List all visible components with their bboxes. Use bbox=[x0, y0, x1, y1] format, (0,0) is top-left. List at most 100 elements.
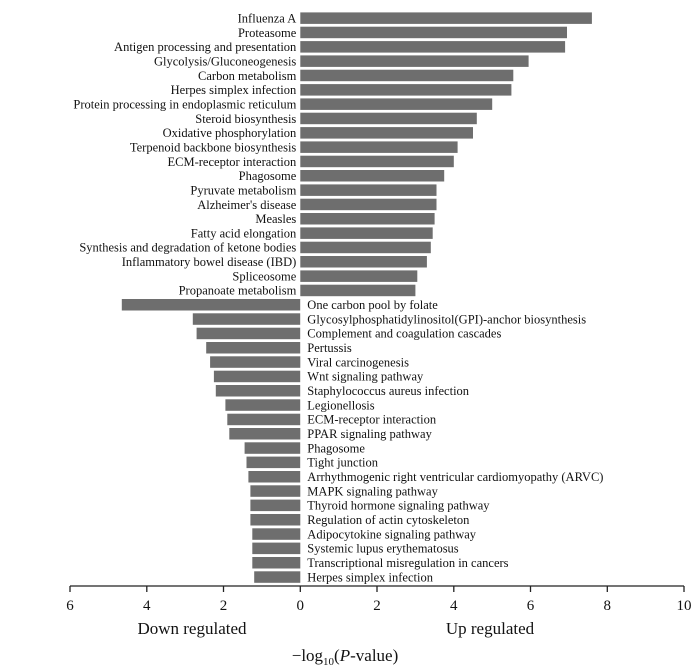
label-down-16: Adipocytokine signaling pathway bbox=[307, 527, 476, 541]
bar-down-6 bbox=[215, 385, 301, 397]
label-up-16: Synthesis and degradation of ketone bodi… bbox=[79, 241, 296, 255]
bar-up-4 bbox=[300, 69, 514, 82]
label-up-5: Herpes simplex infection bbox=[171, 83, 297, 97]
bar-down-1 bbox=[192, 313, 301, 325]
label-up-12: Pyruvate metabolism bbox=[190, 183, 296, 197]
x-tick-label-6: 6 bbox=[527, 598, 535, 614]
x-axis-title-open: ( bbox=[334, 646, 340, 665]
label-up-0: Influenza A bbox=[238, 12, 297, 26]
bar-up-5 bbox=[300, 84, 512, 96]
label-down-7: Legionellosis bbox=[307, 398, 374, 412]
bar-down-16 bbox=[252, 528, 301, 540]
x-axis-title: −log10(P-value) bbox=[292, 646, 399, 668]
bar-up-17 bbox=[300, 256, 427, 268]
x-axis-title-rest: -value) bbox=[350, 646, 398, 665]
bar-down-7 bbox=[225, 399, 301, 411]
label-down-4: Viral carcinogenesis bbox=[307, 355, 409, 369]
bar-down-11 bbox=[246, 456, 301, 469]
label-down-5: Wnt signaling pathway bbox=[307, 370, 424, 384]
bar-up-10 bbox=[300, 155, 454, 168]
bar-down-3 bbox=[206, 342, 301, 354]
bar-up-13 bbox=[300, 198, 437, 211]
label-up-4: Carbon metabolism bbox=[198, 69, 297, 83]
label-down-10: Phagosome bbox=[307, 441, 365, 455]
x-ticks-group: 6 4 2 0 2 4 6 8 10 bbox=[66, 586, 692, 614]
label-down-12: Arrhythmogenic right ventricular cardiom… bbox=[307, 470, 603, 484]
bar-down-17 bbox=[252, 542, 301, 555]
label-up-17: Inflammatory bowel disease (IBD) bbox=[122, 255, 297, 269]
x-tick-label-8: 10 bbox=[677, 598, 692, 614]
bar-up-1 bbox=[300, 26, 567, 39]
label-up-9: Terpenoid backbone biosynthesis bbox=[130, 140, 297, 154]
label-down-6: Staphylococcus aureus infection bbox=[307, 384, 470, 398]
bar-down-8 bbox=[227, 413, 301, 426]
bar-down-19 bbox=[254, 571, 301, 583]
bar-down-2 bbox=[196, 327, 301, 340]
x-axis-title-prefix: −log bbox=[292, 646, 324, 665]
bar-down-9 bbox=[229, 428, 301, 440]
label-down-9: PPAR signaling pathway bbox=[307, 427, 432, 441]
x-axis-title-italic: P bbox=[339, 646, 350, 665]
bar-down-18 bbox=[252, 557, 301, 569]
bar-up-16 bbox=[300, 241, 431, 254]
bars-group bbox=[121, 12, 592, 583]
bar-up-6 bbox=[300, 98, 493, 110]
bar-down-13 bbox=[250, 485, 301, 497]
label-down-1: Glycosylphosphatidylinositol(GPI)-anchor… bbox=[307, 312, 586, 326]
label-up-15: Fatty acid elongation bbox=[191, 226, 297, 240]
label-down-2: Complement and coagulation cascades bbox=[307, 327, 501, 341]
label-up-10: ECM-receptor interaction bbox=[168, 155, 298, 169]
label-up-8: Oxidative phosphorylation bbox=[163, 126, 297, 140]
bar-up-18 bbox=[300, 270, 418, 282]
label-down-0: One carbon pool by folate bbox=[307, 298, 438, 312]
bar-up-3 bbox=[300, 55, 529, 67]
bar-up-12 bbox=[300, 184, 437, 196]
label-up-1: Proteasome bbox=[238, 26, 297, 40]
x-axis-title-subscript: 10 bbox=[323, 656, 335, 668]
label-up-2: Antigen processing and presentation bbox=[114, 40, 297, 54]
label-up-14: Measles bbox=[255, 212, 296, 226]
bar-up-8 bbox=[300, 127, 473, 139]
bar-up-9 bbox=[300, 141, 458, 153]
label-down-18: Transcriptional misregulation in cancers bbox=[307, 556, 508, 570]
x-tick-label-7: 8 bbox=[604, 598, 612, 614]
label-up-7: Steroid biosynthesis bbox=[195, 112, 296, 126]
bar-up-19 bbox=[300, 284, 416, 297]
bar-up-0 bbox=[300, 12, 592, 24]
bar-up-14 bbox=[300, 213, 435, 225]
bar-up-11 bbox=[300, 170, 445, 182]
label-up-6: Protein processing in endoplasmic reticu… bbox=[73, 97, 296, 111]
bar-down-14 bbox=[250, 499, 301, 512]
bar-down-5 bbox=[213, 370, 301, 383]
bar-up-2 bbox=[300, 41, 566, 53]
x-tick-label-0: 6 bbox=[66, 598, 74, 614]
label-down-8: ECM-receptor interaction bbox=[307, 413, 437, 427]
label-down-15: Regulation of actin cytoskeleton bbox=[307, 513, 470, 527]
label-up-18: Spliceosome bbox=[232, 269, 296, 283]
bar-up-7 bbox=[300, 112, 477, 125]
bar-down-10 bbox=[244, 442, 301, 454]
label-down-14: Thyroid hormone signaling pathway bbox=[307, 499, 490, 513]
label-up-11: Phagosome bbox=[239, 169, 297, 183]
label-up-19: Propanoate metabolism bbox=[179, 284, 297, 298]
x-tick-label-2: 2 bbox=[220, 598, 228, 614]
bar-down-15 bbox=[250, 514, 301, 526]
bar-down-0 bbox=[121, 299, 301, 311]
x-tick-label-1: 4 bbox=[143, 598, 151, 614]
up-regulated-label: Up regulated bbox=[446, 619, 535, 638]
x-tick-label-5: 4 bbox=[450, 598, 458, 614]
bar-down-4 bbox=[210, 356, 301, 368]
label-down-19: Herpes simplex infection bbox=[307, 570, 433, 584]
label-down-3: Pertussis bbox=[307, 341, 352, 355]
x-tick-label-4: 2 bbox=[373, 598, 381, 614]
x-tick-label-3: 0 bbox=[297, 598, 305, 614]
down-regulated-label: Down regulated bbox=[137, 619, 247, 638]
label-down-11: Tight junction bbox=[307, 456, 378, 470]
label-up-13: Alzheimer's disease bbox=[197, 198, 297, 212]
label-down-17: Systemic lupus erythematosus bbox=[307, 542, 459, 556]
label-up-3: Glycolysis/Gluconeogenesis bbox=[154, 55, 296, 69]
bar-down-12 bbox=[248, 471, 301, 483]
bar-up-15 bbox=[300, 227, 433, 239]
